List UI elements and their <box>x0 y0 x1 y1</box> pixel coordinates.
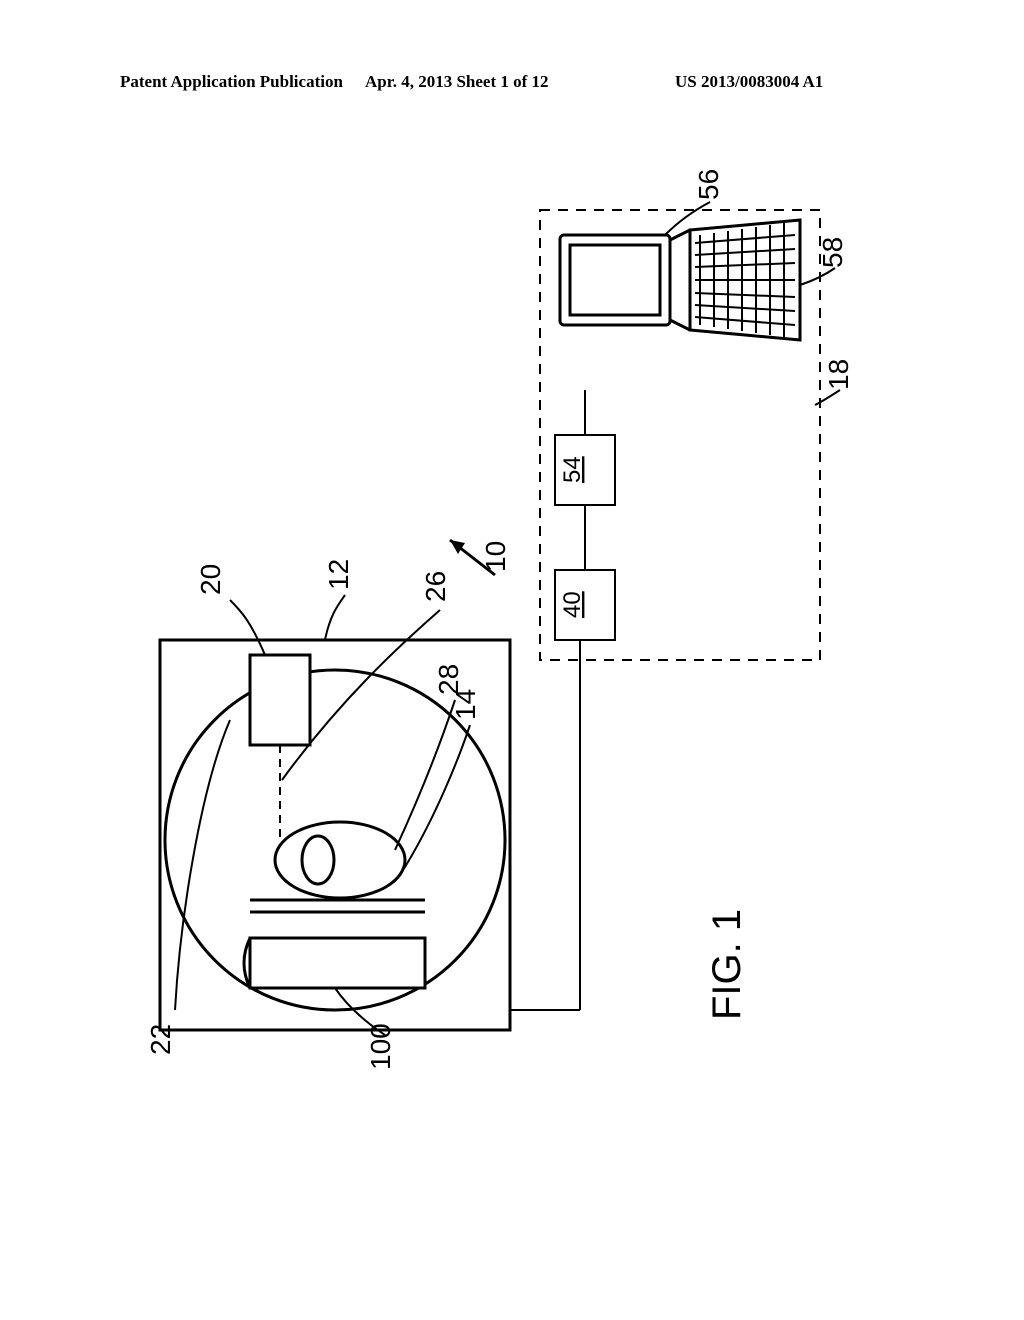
label-26: 26 <box>420 571 451 602</box>
patient-outer <box>275 822 405 898</box>
detector-tray <box>250 938 425 988</box>
leader-14 <box>400 725 470 875</box>
figure-1: FIG. 1 <box>100 140 920 1190</box>
label-54: 54 <box>559 456 586 483</box>
source-housing <box>250 655 310 745</box>
label-20: 20 <box>195 564 226 595</box>
leader-20 <box>230 600 265 655</box>
label-12: 12 <box>323 559 354 590</box>
label-10: 10 <box>480 541 511 572</box>
header-right: US 2013/0083004 A1 <box>675 72 823 92</box>
leader-58 <box>800 268 835 285</box>
header-center: Apr. 4, 2013 Sheet 1 of 12 <box>365 72 549 92</box>
header-left: Patent Application Publication <box>120 72 343 92</box>
label-100: 100 <box>365 1023 396 1070</box>
laptop-icon <box>560 220 800 340</box>
figure-caption: FIG. 1 <box>705 909 749 1020</box>
label-14: 14 <box>450 689 481 720</box>
page: Patent Application Publication Apr. 4, 2… <box>0 0 1024 1320</box>
label-40: 40 <box>559 591 586 618</box>
figure-group: FIG. 1 <box>145 169 854 1070</box>
leader-12 <box>325 595 345 640</box>
label-56: 56 <box>693 169 724 200</box>
leader-18 <box>815 390 840 405</box>
arrow-10 <box>450 540 465 554</box>
label-22: 22 <box>145 1024 176 1055</box>
label-58: 58 <box>817 237 848 268</box>
label-18: 18 <box>823 359 854 390</box>
leader-28 <box>395 700 455 850</box>
patient-inner <box>302 836 334 884</box>
